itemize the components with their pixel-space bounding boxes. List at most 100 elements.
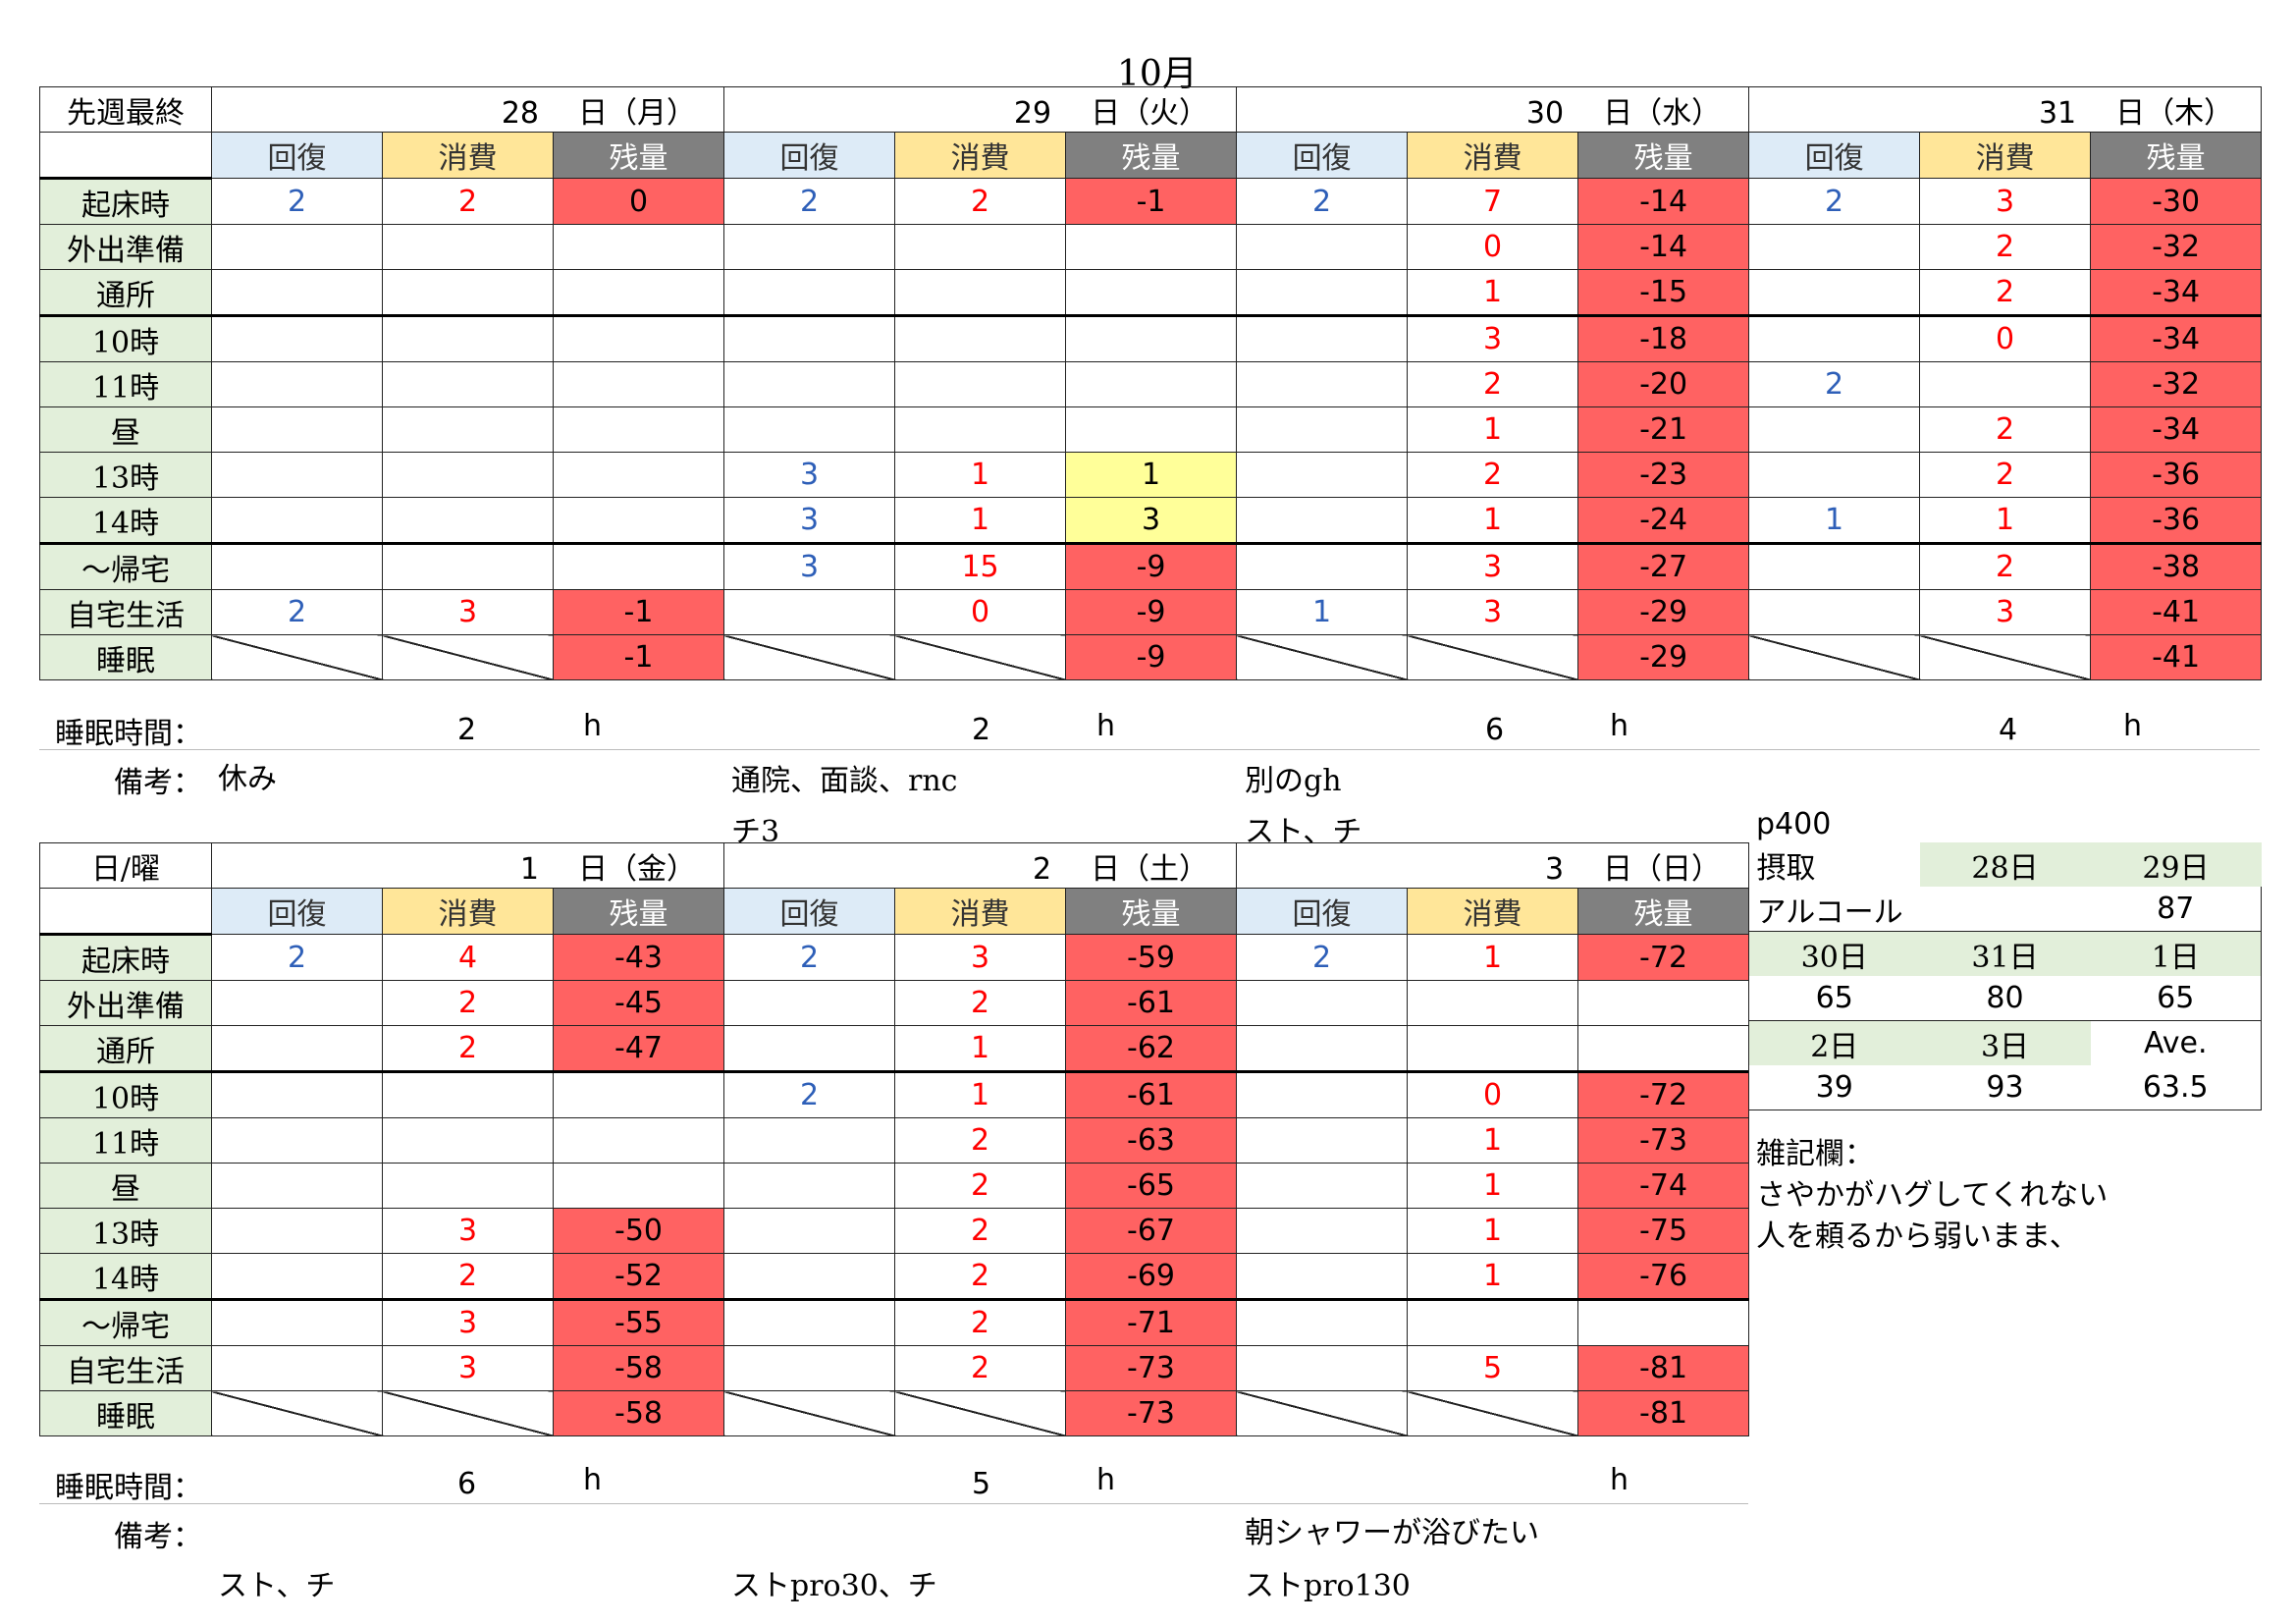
day-header: 28 日（月） <box>210 86 725 133</box>
consume-cell: 1 <box>894 497 1067 544</box>
consume-cell: 2 <box>894 1298 1067 1346</box>
remain-cell <box>1577 1298 1750 1346</box>
day-header: 29 日（火） <box>723 86 1238 133</box>
hour-unit: h <box>1096 1463 1116 1497</box>
consume-cell: 2 <box>894 1345 1067 1391</box>
consume-cell <box>382 1117 554 1164</box>
consume-cell: 1 <box>1919 497 2092 544</box>
row-label: 10時 <box>39 1070 212 1118</box>
remain-cell <box>552 406 725 453</box>
recover-cell: 2 <box>1236 934 1409 981</box>
remain-cell: -18 <box>1577 314 1750 362</box>
consume-cell: 0 <box>1919 314 2092 362</box>
consume-header: 消費 <box>382 132 554 179</box>
row-label: 昼 <box>39 1163 212 1209</box>
day-header: 31 日（木） <box>1748 86 2263 133</box>
week1-table: 先週最終 28 日（月） 29 日（火） 30 日（水） 31 日（木） 回復 消費 残… <box>39 86 2263 680</box>
recover-cell <box>1236 497 1409 544</box>
recover-cell <box>723 269 896 316</box>
intake-value: 93 <box>1919 1065 2091 1110</box>
sleep-hours: 2 <box>457 713 477 747</box>
row-label: 昼 <box>39 406 212 453</box>
remain-cell <box>552 497 725 544</box>
recover-cell <box>1236 634 1409 680</box>
table-row: 13時 3 -50 2 -67 1 -75 <box>39 1208 1750 1254</box>
consume-cell <box>382 1163 554 1209</box>
consume-cell <box>382 224 554 270</box>
consume-cell: 3 <box>382 1298 554 1346</box>
remain-cell <box>1577 980 1750 1026</box>
remain-cell <box>552 1070 725 1118</box>
remain-cell: -15 <box>1577 269 1750 316</box>
recover-header: 回復 <box>1236 888 1409 935</box>
intake-date: 28日 <box>1919 842 2091 887</box>
hour-unit: h <box>1610 709 1629 743</box>
recover-cell: 2 <box>1748 178 1921 225</box>
consume-cell <box>1407 1298 1579 1346</box>
recover-cell <box>211 1025 383 1072</box>
recover-cell: 2 <box>723 178 896 225</box>
recover-cell <box>211 497 383 544</box>
row-label: 睡眠 <box>39 1390 212 1436</box>
memo-line: 人を頼るから弱いまま、 <box>1756 1219 2079 1254</box>
recover-cell <box>211 1390 383 1436</box>
recover-header: 回復 <box>211 888 383 935</box>
recover-cell <box>723 1253 896 1300</box>
table-row: 昼 1 -21 2 -34 <box>39 406 2263 453</box>
intake-date: 2日 <box>1748 1020 1920 1065</box>
sleep-time-label: 睡眠時間： <box>55 1471 202 1505</box>
remain-cell: -41 <box>2090 589 2263 635</box>
table-row: 通所 1 -15 2 -34 <box>39 269 2263 316</box>
consume-cell <box>382 314 554 362</box>
consume-cell: 1 <box>1407 269 1579 316</box>
recover-cell <box>211 1163 383 1209</box>
blank-cell <box>39 132 212 180</box>
remain-cell <box>1065 361 1238 407</box>
table-row: 外出準備 2 -45 2 -61 <box>39 980 1750 1026</box>
remain-cell: -21 <box>1577 406 1750 453</box>
memo-line: さやかがハグしてくれない <box>1756 1178 2109 1213</box>
average-value: 63.5 <box>2090 1065 2262 1110</box>
divider <box>39 749 2260 750</box>
recover-cell <box>211 634 383 680</box>
recover-cell <box>723 224 896 270</box>
recover-cell <box>1236 269 1409 316</box>
row-label: 通所 <box>39 269 212 316</box>
consume-cell: 4 <box>382 934 554 981</box>
recover-cell: 3 <box>723 542 896 590</box>
day-header: 1 日（金） <box>210 842 725 889</box>
row-label: 11時 <box>39 361 212 407</box>
table-row: 外出準備 0 -14 2 -32 <box>39 224 2263 270</box>
consume-cell: 2 <box>1407 452 1579 498</box>
remain-cell: -38 <box>2090 542 2263 590</box>
recover-cell <box>1236 224 1409 270</box>
remain-cell: -34 <box>2090 314 2263 362</box>
sleep-hours: 4 <box>1999 713 2018 747</box>
remain-header: 残量 <box>552 132 725 179</box>
intake-date: 29日 <box>2090 842 2262 887</box>
recover-cell <box>1748 269 1921 316</box>
recover-cell <box>1748 452 1921 498</box>
remain-cell: -73 <box>1065 1390 1238 1436</box>
remain-cell: -36 <box>2090 497 2263 544</box>
consume-cell: 2 <box>1919 542 2092 590</box>
table-row: 13時 3 1 1 2 -23 2 -36 <box>39 452 2263 498</box>
recover-cell <box>211 542 383 590</box>
remain-cell: -63 <box>1065 1117 1238 1164</box>
recover-cell <box>211 1253 383 1300</box>
remain-cell: -58 <box>552 1345 725 1391</box>
consume-cell: 3 <box>382 589 554 635</box>
remain-cell: -14 <box>1577 178 1750 225</box>
consume-cell <box>894 269 1067 316</box>
consume-cell: 3 <box>1919 178 2092 225</box>
remain-cell: -72 <box>1577 1070 1750 1118</box>
consume-cell: 2 <box>894 1163 1067 1209</box>
remain-cell <box>552 1163 725 1209</box>
recover-cell <box>723 1025 896 1072</box>
row-label: 〜帰宅 <box>39 1298 212 1346</box>
consume-header: 消費 <box>1407 132 1579 179</box>
intake-value: 87 <box>2090 887 2262 932</box>
recover-cell <box>1236 1208 1409 1254</box>
recover-cell <box>1236 1298 1409 1346</box>
remain-cell: -43 <box>552 934 725 981</box>
